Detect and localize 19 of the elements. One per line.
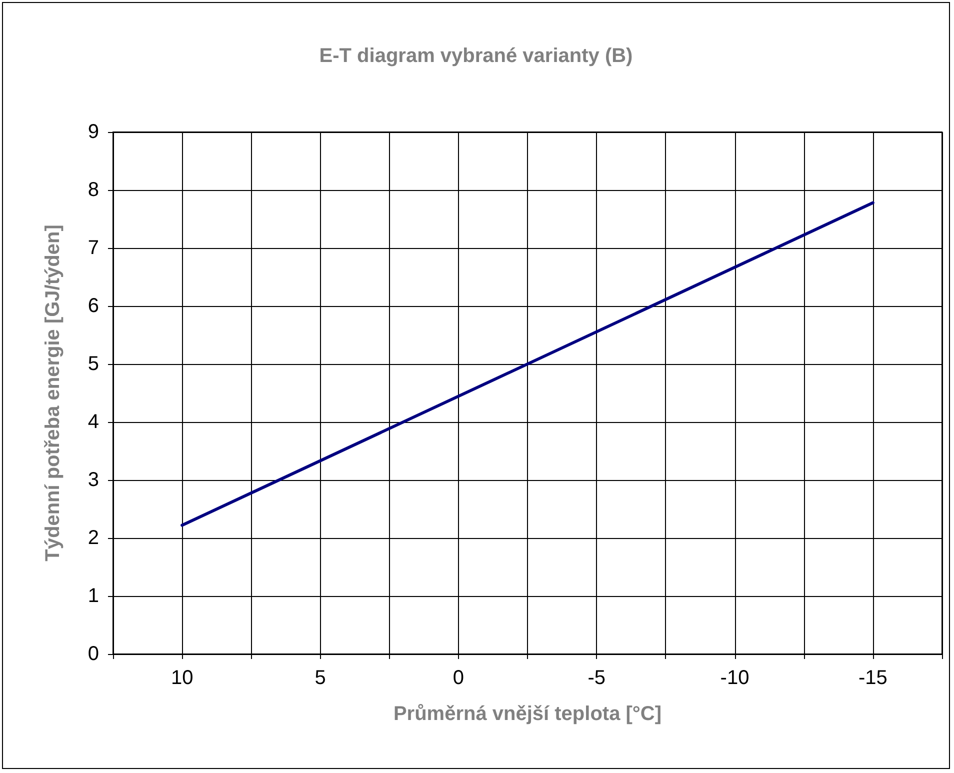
chart-title: E-T diagram vybrané varianty (B) — [319, 45, 633, 67]
x-tick-label: 5 — [314, 667, 326, 689]
x-tick-label: -5 — [588, 667, 606, 689]
x-tick-label: -15 — [858, 667, 888, 689]
x-axis-title: Průměrná vnější teplota [°C] — [393, 703, 662, 725]
y-tick-label: 9 — [88, 121, 99, 143]
y-tick-label: 8 — [88, 179, 99, 201]
y-tick-label: 1 — [88, 585, 99, 607]
y-tick-label: 4 — [88, 411, 99, 433]
x-tick-label: 0 — [452, 667, 464, 689]
x-tick-label: -10 — [720, 667, 750, 689]
y-tick-label: 0 — [88, 643, 99, 665]
y-tick-label: 3 — [88, 469, 99, 491]
y-tick-label: 7 — [88, 237, 99, 259]
y-tick-label: 2 — [88, 527, 99, 549]
x-tick-label: 10 — [170, 667, 194, 689]
y-tick-label: 5 — [88, 353, 99, 375]
y-tick-label: 6 — [88, 295, 99, 317]
y-axis-title: Týdenní potřeba energie [GJ/týden] — [42, 224, 64, 562]
